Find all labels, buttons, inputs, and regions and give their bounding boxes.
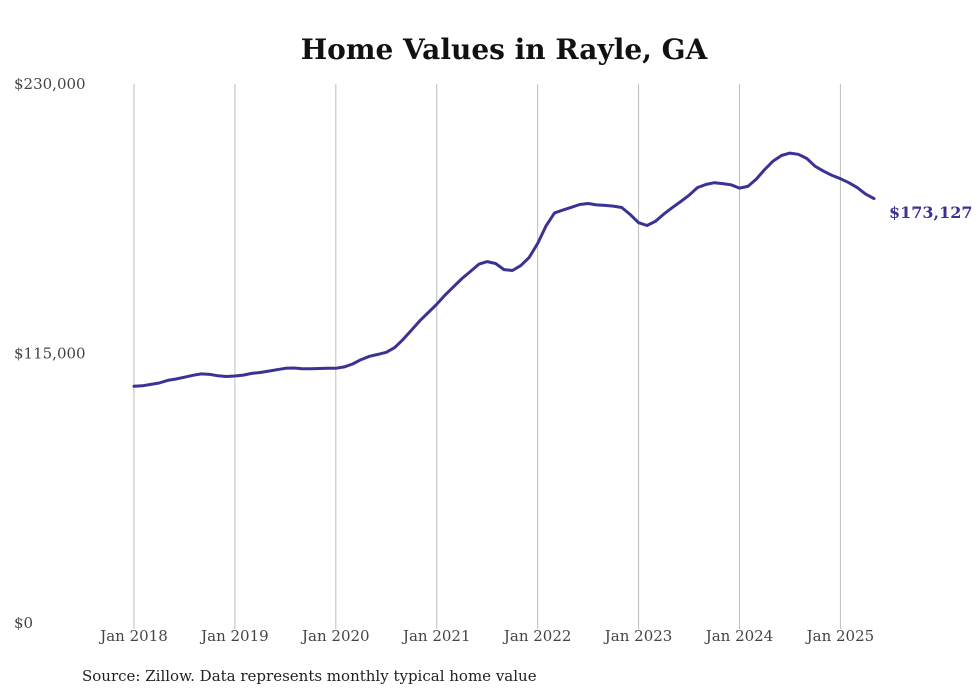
x-axis-ticks: Jan 2018 Jan 2019 Jan 2020 Jan 2021 Jan 2022… (98, 627, 874, 645)
y-tick-label: $115,000 (14, 345, 86, 363)
source-note: Source: Zillow. Data represents monthly … (82, 667, 537, 685)
series-layer (132, 151, 876, 388)
chart-title: Home Values in Rayle, GA (301, 33, 709, 66)
x-tick-label: Jan 2022 (502, 627, 572, 645)
end-value-label: $173,127 (889, 203, 973, 222)
y-tick-label: $0 (14, 614, 33, 632)
y-tick-label: $230,000 (14, 75, 86, 93)
x-tick-label: Jan 2019 (199, 627, 269, 645)
x-tick-label: Jan 2024 (704, 627, 774, 645)
x-tick-label: Jan 2025 (805, 627, 875, 645)
x-tick-label: Jan 2018 (98, 627, 168, 645)
series-line (132, 151, 876, 388)
x-tick-label: Jan 2023 (603, 627, 673, 645)
gridlines (133, 84, 841, 629)
x-tick-label: Jan 2021 (401, 627, 471, 645)
x-tick-label: Jan 2020 (300, 627, 370, 645)
y-axis-ticks: $0 $115,000 $230,000 (14, 75, 86, 632)
